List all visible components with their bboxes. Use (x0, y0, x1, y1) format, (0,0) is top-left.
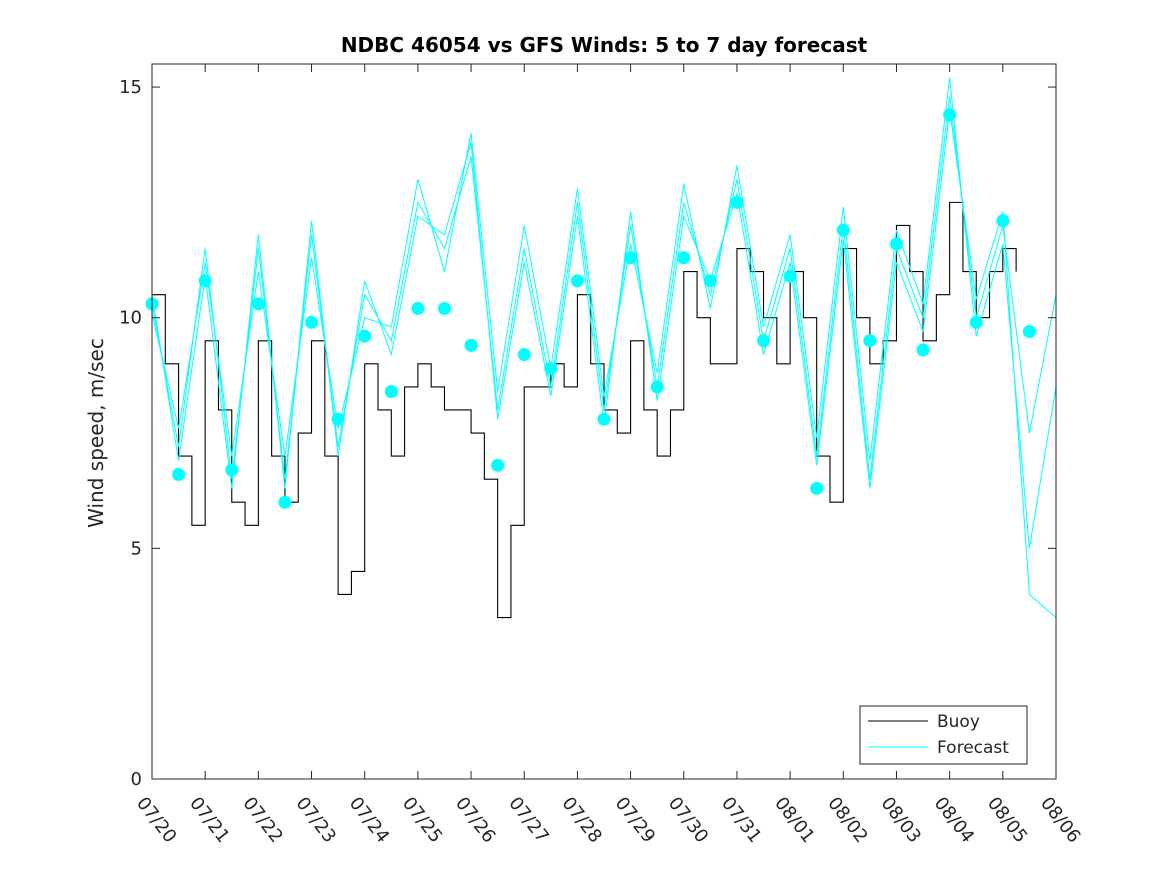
forecast-marker (384, 385, 398, 399)
y-tick-label: 0 (131, 769, 142, 790)
forecast-marker (517, 348, 531, 362)
forecast-marker (916, 343, 930, 357)
x-tick-label: 07/20 (132, 793, 180, 847)
x-tick-label: 07/26 (451, 793, 499, 847)
y-tick-label: 15 (119, 77, 142, 98)
x-tick-label: 08/03 (877, 793, 925, 847)
y-tick-label: 10 (119, 308, 142, 329)
forecast-marker (863, 334, 877, 348)
forecast-marker (411, 301, 425, 315)
forecast-line (151, 96, 1057, 480)
forecast-marker (757, 334, 771, 348)
forecast-marker (969, 315, 983, 329)
x-tick-label: 07/23 (292, 793, 340, 847)
x-tick-label: 07/21 (185, 793, 233, 847)
legend: Buoy Forecast (859, 705, 1028, 765)
forecast-marker (810, 481, 824, 495)
forecast-marker (624, 251, 638, 265)
x-tick-label: 08/05 (983, 793, 1031, 847)
forecast-marker (198, 274, 212, 288)
forecast-marker (331, 412, 345, 426)
x-tick-label: 08/01 (770, 793, 818, 847)
forecast-marker (943, 108, 957, 122)
legend-box (859, 705, 1028, 765)
forecast-marker (730, 195, 744, 209)
y-tick-label: 5 (131, 538, 142, 559)
x-tick-label: 07/22 (238, 793, 286, 847)
forecast-marker (1022, 325, 1036, 339)
axes-box (151, 63, 1057, 780)
forecast-marker (783, 269, 797, 283)
forecast-line (151, 77, 1057, 549)
forecast-marker (305, 315, 319, 329)
forecast-marker (650, 380, 664, 394)
forecast-marker (597, 412, 611, 426)
forecast-marker (464, 338, 478, 352)
legend-buoy-label: Buoy (937, 712, 980, 732)
x-tick-label: 08/02 (823, 793, 871, 847)
x-tick-label: 07/24 (345, 793, 393, 847)
forecast-marker (836, 223, 850, 237)
x-tick-label: 08/06 (1036, 793, 1084, 847)
forecast-marker (172, 468, 186, 482)
y-axis-label: Wind speed, m/sec (84, 338, 108, 528)
forecast-marker (437, 301, 451, 315)
x-tick-label: 07/28 (557, 793, 605, 847)
legend-forecast-label: Forecast (937, 738, 1009, 758)
forecast-marker (544, 361, 558, 375)
x-tick-label: 07/29 (611, 793, 659, 847)
forecast-marker (889, 237, 903, 251)
forecast-marker (225, 463, 239, 477)
forecast-marker (996, 214, 1010, 228)
x-tick-label: 07/25 (398, 793, 446, 847)
forecast-marker (358, 329, 372, 343)
forecast-marker (570, 274, 584, 288)
forecast-marker (677, 251, 691, 265)
x-tick-label: 08/04 (930, 793, 978, 847)
forecast-marker (278, 495, 292, 509)
x-tick-label: 07/27 (504, 793, 552, 847)
chart-title: NDBC 46054 vs GFS Winds: 5 to 7 day fore… (341, 33, 868, 57)
forecast-marker (703, 274, 717, 288)
forecast-marker (491, 458, 505, 472)
plot-area (145, 77, 1057, 619)
x-tick-label: 07/31 (717, 793, 765, 847)
forecast-marker (251, 297, 265, 311)
x-tick-label: 07/30 (664, 793, 712, 847)
